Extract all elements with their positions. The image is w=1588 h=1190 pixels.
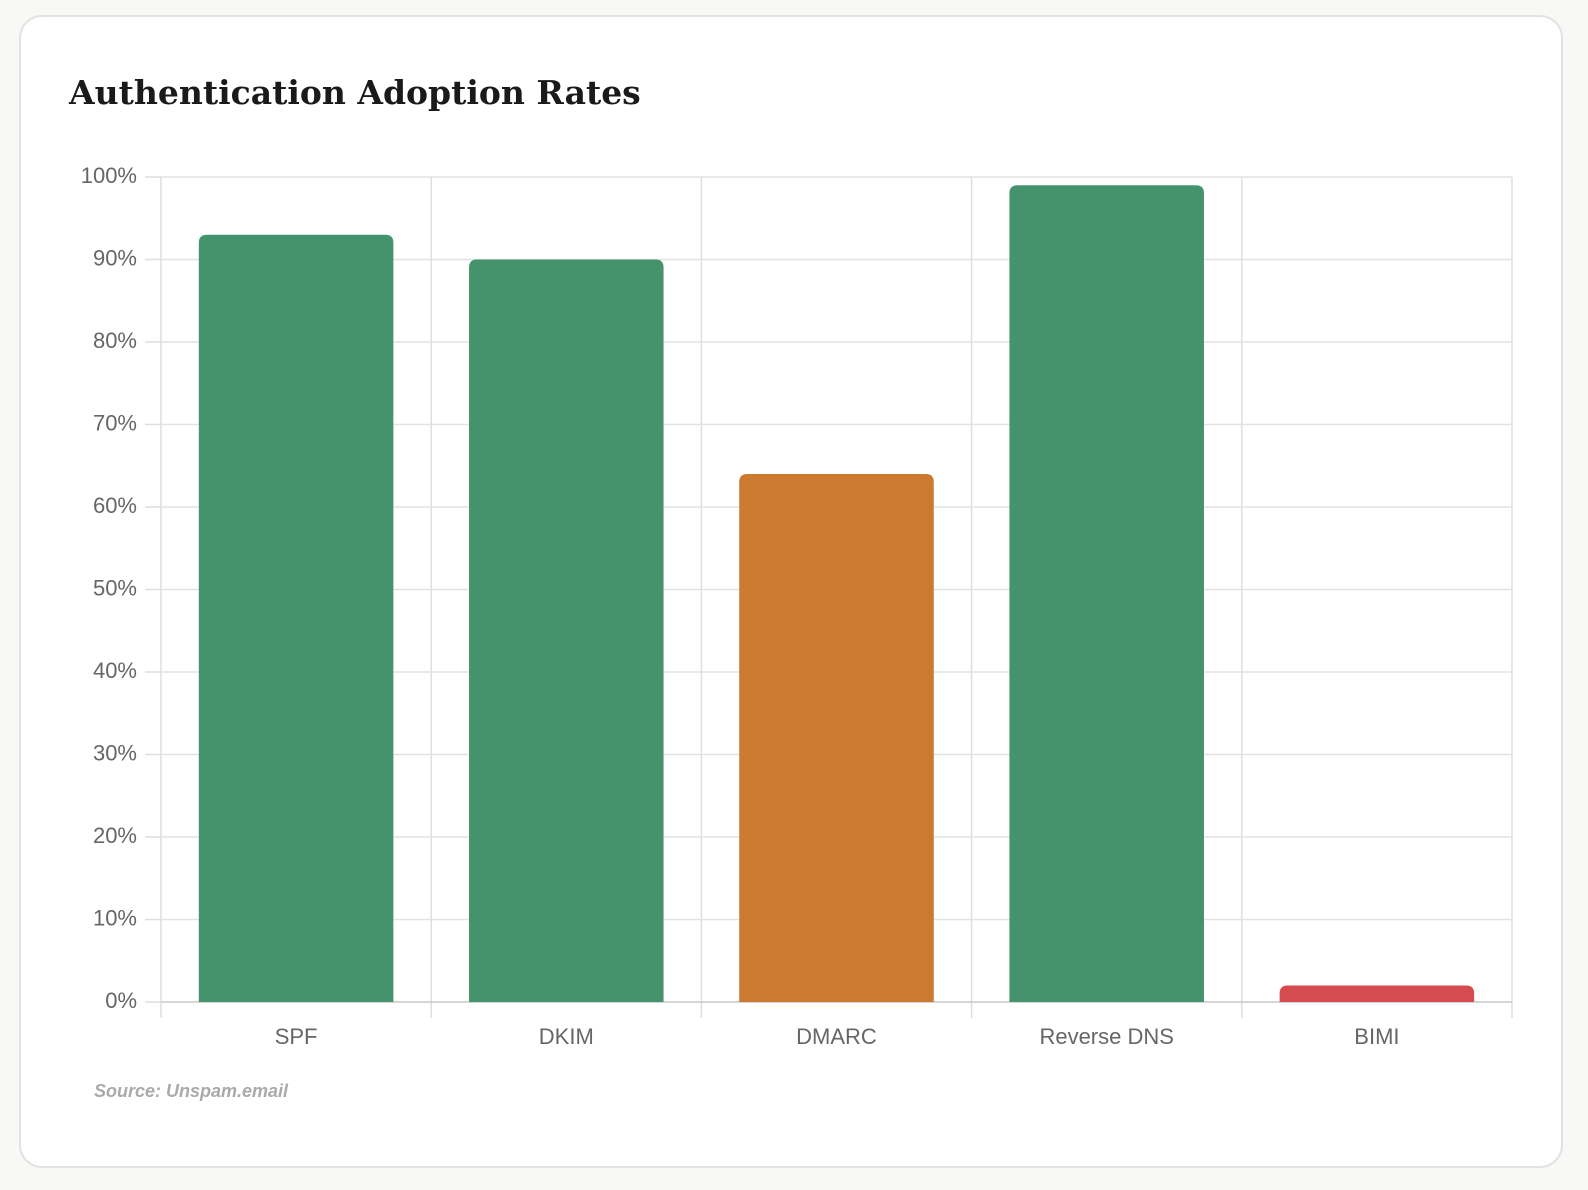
- y-tick-label: 30%: [93, 740, 137, 765]
- y-tick-label: 50%: [93, 575, 137, 600]
- x-tick-label: Reverse DNS: [1039, 1024, 1173, 1049]
- y-tick-label: 80%: [93, 328, 137, 353]
- y-tick-label: 10%: [93, 905, 137, 930]
- bar: [1009, 185, 1204, 1002]
- bar: [469, 259, 664, 1002]
- y-tick-label: 40%: [93, 658, 137, 683]
- y-tick-label: 0%: [105, 988, 137, 1013]
- bar: [739, 474, 934, 1002]
- y-tick-label: 70%: [93, 410, 137, 435]
- x-tick-label: DKIM: [539, 1024, 594, 1049]
- chart-title: Authentication Adoption Rates: [68, 73, 641, 112]
- y-tick-label: 90%: [93, 245, 137, 270]
- bar: [198, 234, 394, 1002]
- x-tick-label: DMARC: [796, 1024, 877, 1049]
- x-tick-label: SPF: [275, 1024, 318, 1049]
- bar: [1279, 985, 1475, 1002]
- y-tick-label: 100%: [81, 163, 137, 188]
- source-note: Source: Unspam.email: [94, 1081, 289, 1101]
- y-tick-label: 60%: [93, 493, 137, 518]
- x-tick-label: BIMI: [1354, 1024, 1399, 1049]
- y-tick-label: 20%: [93, 823, 137, 848]
